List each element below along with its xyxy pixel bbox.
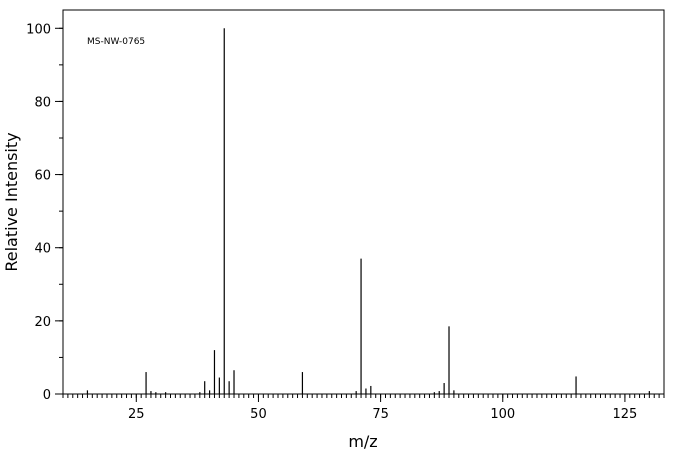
chart-annotation: MS-NW-0765	[87, 37, 145, 47]
x-tick-label: 75	[372, 407, 389, 422]
x-tick-label: 50	[250, 407, 267, 422]
peaks	[86, 28, 650, 394]
plot-frame	[62, 9, 665, 395]
axes: 25 50 75 100 125 0 20 40 60 80 100	[26, 22, 665, 422]
y-tick-label: 60	[34, 169, 51, 184]
y-tick-label: 20	[34, 315, 51, 330]
x-axis-label: m/z	[348, 432, 377, 451]
y-tick-label: 100	[26, 22, 51, 37]
y-tick-label: 40	[34, 242, 51, 257]
x-tick-label: 100	[490, 407, 515, 422]
y-tick-label: 80	[34, 95, 51, 110]
y-axis-label: Relative Intensity	[2, 132, 21, 271]
x-tick-label: 125	[612, 407, 637, 422]
x-tick-label: 25	[128, 407, 145, 422]
y-tick-label: 0	[43, 388, 51, 403]
